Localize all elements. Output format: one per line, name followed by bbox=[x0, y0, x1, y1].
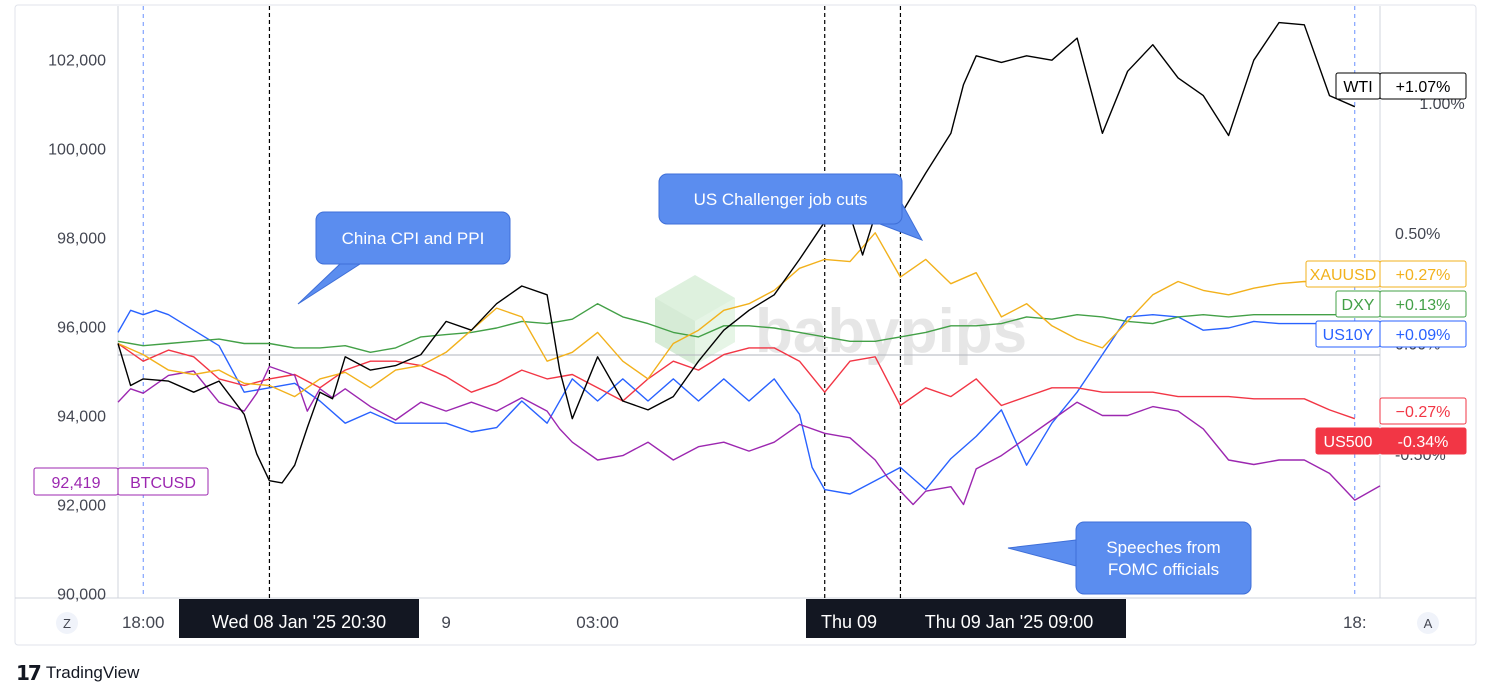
us500-marker-value: −0.27% bbox=[1396, 404, 1451, 421]
us10y-last-value: +0.09% bbox=[1396, 327, 1451, 344]
event-lines bbox=[268, 6, 902, 598]
series-layer bbox=[117, 21, 1381, 506]
time-highlight-text-1: Thu 09 bbox=[821, 612, 877, 632]
timezone-icon: Z bbox=[63, 616, 71, 631]
time-tick-2: 03:00 bbox=[576, 613, 619, 632]
left-tick-90000: 90,000 bbox=[57, 587, 106, 604]
dxy-value-box bbox=[1379, 290, 1467, 318]
time-highlight-box-2 bbox=[892, 599, 1126, 638]
tradingview-brand[interactable]: 17 TradingView bbox=[16, 660, 139, 686]
left-tick-98000: 98,000 bbox=[57, 230, 106, 247]
annotation-2: Speeches from FOMC officials bbox=[1007, 521, 1252, 595]
series-line-us10y bbox=[117, 309, 1355, 495]
brand-name: TradingView bbox=[45, 663, 140, 682]
annotation-box-1 bbox=[658, 173, 903, 225]
time-tick-4: 18: bbox=[1343, 613, 1367, 632]
wti-last-value: +1.07% bbox=[1396, 79, 1451, 96]
us500-name-label: US500 bbox=[1324, 434, 1373, 451]
right-tick-0-50: 0.50% bbox=[1395, 226, 1440, 243]
series-line-us500 bbox=[117, 342, 1356, 420]
annotation-text-1-0: US Challenger job cuts bbox=[694, 190, 868, 209]
annotation-box-2 bbox=[1075, 521, 1252, 595]
series-last-value-labels: WTI +1.07% XAUUSD +0.27% DXY +0.13% US10Y +0.09… bbox=[1305, 72, 1467, 455]
annotation-1: US Challenger job cuts bbox=[658, 173, 924, 241]
left-tick-100000: 100,000 bbox=[48, 141, 106, 158]
btcusd-last-value: 92,419 bbox=[52, 475, 101, 492]
series-line-xauusd bbox=[117, 232, 1355, 398]
left-tick-94000: 94,000 bbox=[57, 409, 106, 426]
time-highlight-text-0: Wed 08 Jan '25 20:30 bbox=[212, 612, 386, 632]
annotation-text-0-0: China CPI and PPI bbox=[342, 229, 485, 248]
auto-scale-icon: A bbox=[1424, 616, 1433, 631]
time-highlight-2: Thu 09 Jan '25 09:00 bbox=[892, 599, 1126, 638]
annotation-box-0 bbox=[315, 211, 511, 265]
comparison-chart: babypips 90,00092,00094,00096,00098,0001… bbox=[14, 4, 1477, 646]
xauusd-name-label: XAUUSD bbox=[1310, 267, 1377, 284]
label-group-us10y: US10Y +0.09% bbox=[1315, 320, 1467, 348]
time-highlight-box-1 bbox=[806, 599, 892, 638]
us500-marker-group: −0.27% bbox=[1379, 397, 1467, 425]
label-group-dxy: DXY +0.13% bbox=[1335, 290, 1467, 318]
time-highlight-1: Thu 09 bbox=[806, 599, 892, 638]
time-axis-left-button[interactable]: Z bbox=[56, 612, 78, 634]
dxy-last-value: +0.13% bbox=[1396, 297, 1451, 314]
us10y-value-box bbox=[1379, 320, 1467, 348]
us10y-name-label: US10Y bbox=[1323, 327, 1374, 344]
annotations: China CPI and PPI US Challenger job cuts S… bbox=[297, 173, 1252, 595]
left-tick-102000: 102,000 bbox=[48, 52, 106, 69]
series-line-btcusd bbox=[117, 365, 1381, 506]
series-line-wti bbox=[117, 21, 1356, 484]
time-tick-1: 9 bbox=[441, 613, 450, 632]
chart-frame bbox=[14, 4, 1477, 646]
btcusd-name-label: BTCUSD bbox=[130, 475, 196, 492]
time-tick-0: 18:00 bbox=[122, 613, 165, 632]
auto-scale-button[interactable]: A bbox=[1417, 612, 1439, 634]
us500-last-value: -0.34% bbox=[1398, 434, 1449, 451]
left-axis: 90,000 92,000 94,000 96,000 98,000 100,000 102… bbox=[48, 52, 106, 603]
wti-name-label: WTI bbox=[1343, 79, 1372, 96]
us500-value-box bbox=[1379, 427, 1467, 455]
btcusd-left-label: 92,419 BTCUSD bbox=[33, 467, 209, 496]
time-highlight-0: Wed 08 Jan '25 20:30 bbox=[179, 599, 419, 638]
annotation-text-2-1: FOMC officials bbox=[1108, 560, 1219, 579]
label-group-xauusd: XAUUSD +0.27% bbox=[1305, 260, 1467, 288]
annotation-text-2-0: Speeches from bbox=[1106, 538, 1220, 557]
us500-marker-box bbox=[1379, 397, 1467, 425]
time-highlight-text-2: Thu 09 Jan '25 09:00 bbox=[925, 612, 1094, 632]
time-highlight-box-0 bbox=[179, 599, 419, 638]
dxy-name-label: DXY bbox=[1342, 297, 1375, 314]
right-tick-partial: 1.00% bbox=[1419, 96, 1464, 113]
annotation-0: China CPI and PPI bbox=[297, 211, 511, 305]
label-group-us500: US500 -0.34% bbox=[1315, 427, 1467, 455]
label-group-wti: WTI +1.07% bbox=[1335, 72, 1467, 100]
left-tick-92000: 92,000 bbox=[57, 498, 106, 515]
left-tick-96000: 96,000 bbox=[57, 319, 106, 336]
tradingview-logo-icon: 17 bbox=[16, 661, 42, 685]
wti-value-box bbox=[1379, 72, 1467, 100]
series-line-dxy bbox=[117, 303, 1355, 353]
xauusd-last-value: +0.27% bbox=[1396, 267, 1451, 284]
xauusd-value-box bbox=[1379, 260, 1467, 288]
